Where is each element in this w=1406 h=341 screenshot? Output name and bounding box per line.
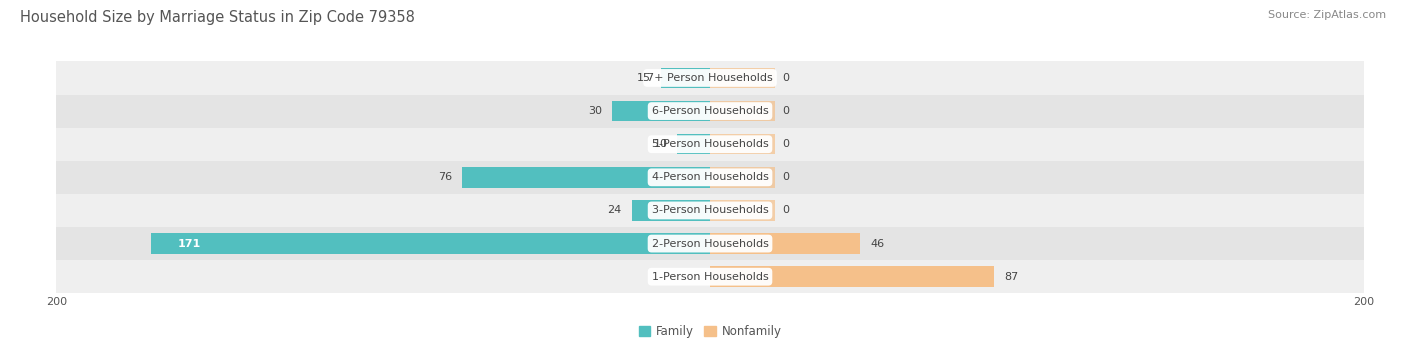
Bar [710, 233, 860, 254]
Bar [710, 266, 994, 287]
Bar [661, 68, 710, 88]
Bar [710, 200, 776, 221]
Bar [56, 194, 1364, 227]
Bar [150, 233, 710, 254]
Bar [710, 68, 776, 88]
Bar [56, 227, 1364, 260]
Text: 87: 87 [1004, 272, 1018, 282]
Text: 171: 171 [177, 239, 201, 249]
Text: 0: 0 [782, 139, 789, 149]
Text: 46: 46 [870, 239, 884, 249]
Bar [461, 167, 710, 188]
Text: Source: ZipAtlas.com: Source: ZipAtlas.com [1268, 10, 1386, 20]
Text: 6-Person Households: 6-Person Households [651, 106, 769, 116]
Text: 7+ Person Households: 7+ Person Households [647, 73, 773, 83]
Legend: Family, Nonfamily: Family, Nonfamily [638, 325, 782, 338]
Text: 24: 24 [607, 205, 621, 216]
Text: 10: 10 [654, 139, 668, 149]
Bar [56, 94, 1364, 128]
Bar [612, 101, 710, 121]
Bar [56, 61, 1364, 94]
Bar [631, 200, 710, 221]
Text: 15: 15 [637, 73, 651, 83]
Text: 2-Person Households: 2-Person Households [651, 239, 769, 249]
Text: 0: 0 [782, 106, 789, 116]
Bar [678, 134, 710, 154]
Text: 1-Person Households: 1-Person Households [651, 272, 769, 282]
Text: Household Size by Marriage Status in Zip Code 79358: Household Size by Marriage Status in Zip… [20, 10, 415, 25]
Text: 3-Person Households: 3-Person Households [651, 205, 769, 216]
Bar [710, 101, 776, 121]
Text: 0: 0 [782, 172, 789, 182]
Bar [56, 161, 1364, 194]
Bar [56, 260, 1364, 293]
Text: 0: 0 [782, 73, 789, 83]
Text: 76: 76 [437, 172, 451, 182]
Text: 0: 0 [782, 205, 789, 216]
Text: 5-Person Households: 5-Person Households [651, 139, 769, 149]
Text: 4-Person Households: 4-Person Households [651, 172, 769, 182]
Bar [710, 134, 776, 154]
Text: 30: 30 [588, 106, 602, 116]
Bar [56, 128, 1364, 161]
Bar [710, 167, 776, 188]
